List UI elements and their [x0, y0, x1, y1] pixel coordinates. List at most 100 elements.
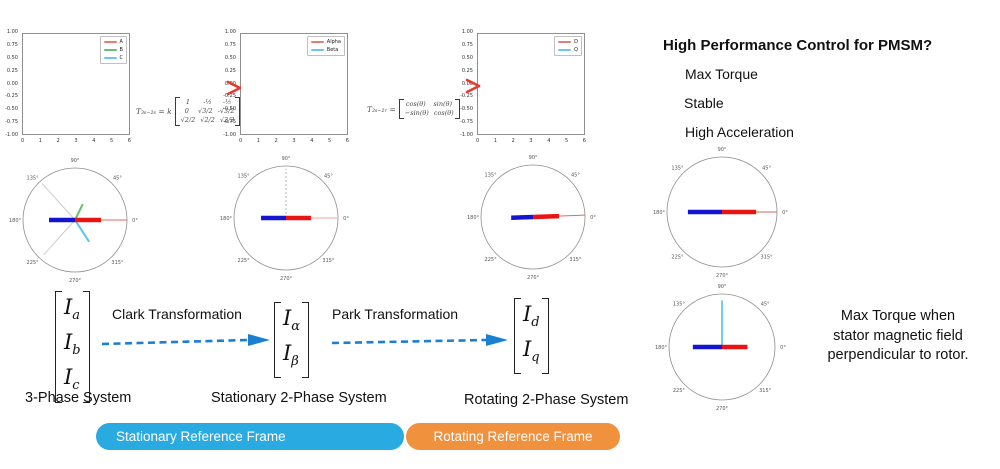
polar-plot-aligned-field: 0° 45° 90° 135° 180° 225° 270° 315° [653, 143, 791, 286]
polar-vector [74, 219, 90, 243]
polar-angle-label: 180° [467, 215, 480, 221]
matrix-entry: Ib [64, 330, 81, 359]
legend-line-swatch [103, 57, 117, 59]
legend-entry: D [558, 39, 578, 45]
polar-angle-label: 90° [529, 155, 538, 161]
y-tick-label: 0.00 [461, 80, 473, 87]
y-tick-label: 0.00 [6, 80, 18, 87]
y-tick-label: 1.00 [461, 29, 473, 35]
right-panel-item-max-torque: Max Torque [685, 66, 758, 82]
plot-alpha-beta-legend: Alpha Beta [306, 36, 345, 56]
legend-label: B [119, 47, 123, 53]
polar-angle-label: 45° [762, 165, 771, 171]
polar-angle-label: 135° [485, 172, 498, 178]
polar-angle-label: 270° [716, 273, 729, 279]
x-tick-label: 5 [327, 138, 332, 144]
y-tick-label: -0.75 [460, 119, 473, 126]
current-vector-abc: Ia Ib Ic [55, 291, 90, 403]
polar-angle-label: 225° [671, 254, 684, 260]
matrix-row: 1 -½ -½ [185, 98, 232, 106]
legend-label: C [119, 55, 124, 61]
polar-angle-label: 315° [759, 388, 772, 394]
y-tick-label: 0.25 [6, 67, 18, 74]
park-transform-dashed-arrow-icon [331, 334, 508, 346]
y-tick-label: -1.00 [223, 132, 236, 138]
y-tick-label: -0.25 [223, 93, 236, 100]
x-tick-label: 6 [582, 138, 586, 144]
note-line: Max Torque when [840, 308, 956, 324]
polar-angle-label: 90° [71, 158, 80, 164]
polar-angle-label: 135° [673, 302, 686, 308]
y-tick-label: 1.00 [224, 29, 236, 35]
legend-entry: A [103, 39, 124, 45]
x-tick-label: 1 [38, 138, 42, 144]
clark-transformation-label: Clark Transformation [112, 306, 242, 322]
legend-entry: Alpha [310, 39, 341, 45]
polar-vector [532, 213, 560, 220]
matrix-entry: Iα [283, 306, 301, 335]
matrix-entry: Iβ [283, 341, 299, 370]
polar-vector [74, 203, 84, 221]
legend-entry: Beta [310, 47, 341, 53]
y-tick-label: -1.00 [5, 132, 18, 138]
y-tick-label: -0.25 [460, 93, 473, 100]
polar-angle-label: 90° [282, 156, 291, 162]
polar-angle-label: 90° [718, 147, 727, 153]
matrix-entry: Iq [523, 337, 540, 366]
x-tick-label: 6 [127, 138, 131, 144]
polar-angle-label: 45° [761, 302, 770, 308]
polar-angle-label: 180° [220, 216, 233, 222]
legend-line-swatch [310, 49, 324, 51]
polar-angle-label: 135° [27, 175, 40, 181]
current-vector-alphabeta: Iα Iβ [274, 302, 310, 379]
matrix-row: 0 √3/2 -√3/2 [184, 107, 235, 115]
y-tick-label: -0.50 [223, 106, 236, 113]
x-tick-label: 4 [92, 138, 96, 144]
y-tick-label: 0.75 [224, 41, 236, 48]
x-tick-label: 2 [56, 138, 60, 144]
park-matrix-formula: T₂ₛ₋₂ᵣ = cos(θ) sin(θ) −sin(θ) cos(θ) [367, 99, 460, 119]
polar-angle-label: 225° [673, 388, 686, 394]
matrix-row: −sin(θ) cos(θ) [404, 109, 454, 117]
polar-angle-label: 315° [111, 260, 124, 266]
polar-angle-label: 270° [69, 278, 82, 284]
park-transform-arrow-icon [357, 78, 481, 94]
legend-entry: B [103, 47, 124, 53]
plot-dq: 1.00 0.75 0.50 0.25 0.00 -0.25 -0.50 -0.75 -1.00… [457, 28, 607, 150]
polar-plot-dq: 0° 45° 90° 135° 180° 225° 270° 315° [467, 151, 599, 288]
right-panel-item-high-acceleration: High Acceleration [685, 124, 794, 140]
legend-line-swatch [103, 41, 117, 43]
y-tick-label: 0.50 [224, 54, 236, 61]
matrix-row: √2/2 √2/2 √2/2 [180, 116, 235, 124]
rotating-reference-frame-button[interactable]: Rotating Reference Frame [406, 423, 620, 450]
polar-angle-label: 225° [238, 258, 251, 264]
plot-dq-xticks: 0 1 2 3 4 5 6 [476, 138, 586, 144]
polar-angle-label: 0° [132, 218, 138, 224]
polar-angle-label: 225° [485, 257, 498, 263]
y-tick-label: 0.75 [6, 41, 18, 48]
x-tick-label: 3 [529, 138, 533, 144]
plot-alpha-beta-axes: Alpha Beta [240, 33, 348, 135]
plot-three-phase: 1.00 0.75 0.50 0.25 0.00 -0.25 -0.50 -0.75 -1.00… [2, 28, 152, 150]
polar-angle-label: 135° [671, 165, 684, 171]
polar-angle-label: 270° [280, 276, 293, 282]
clarke-matrix: 1 -½ -½ 0 √3/2 -√3/2 √2/2 √2/2 √2/2 [174, 97, 241, 126]
stationary-reference-frame-button[interactable]: Stationary Reference Frame [96, 423, 404, 450]
polar-angle-label: 0° [343, 216, 349, 222]
polar-angle-label: 45° [324, 173, 333, 179]
plot-three-phase-xticks: 0 1 2 3 4 5 6 [21, 138, 131, 144]
matrix-entry: Id [523, 302, 540, 331]
legend-entry: Q [558, 47, 578, 53]
note-line: perpendicular to rotor. [827, 347, 969, 363]
legend-line-swatch [558, 41, 572, 43]
park-transformation-label: Park Transformation [332, 306, 459, 322]
x-tick-label: 0 [21, 138, 25, 144]
plot-alpha-beta: 1.00 0.75 0.50 0.25 0.00 -0.25 -0.50 -0.75 -1.00… [220, 28, 370, 150]
right-panel-title: High Performance Control for PMSM? [663, 37, 933, 54]
polar-angle-label: 315° [569, 257, 582, 263]
polar-angle-label: 0° [782, 210, 788, 216]
polar-plot-three-phase: 0° 45° 90° 135° 180° 225° 270° 315° [9, 154, 141, 291]
